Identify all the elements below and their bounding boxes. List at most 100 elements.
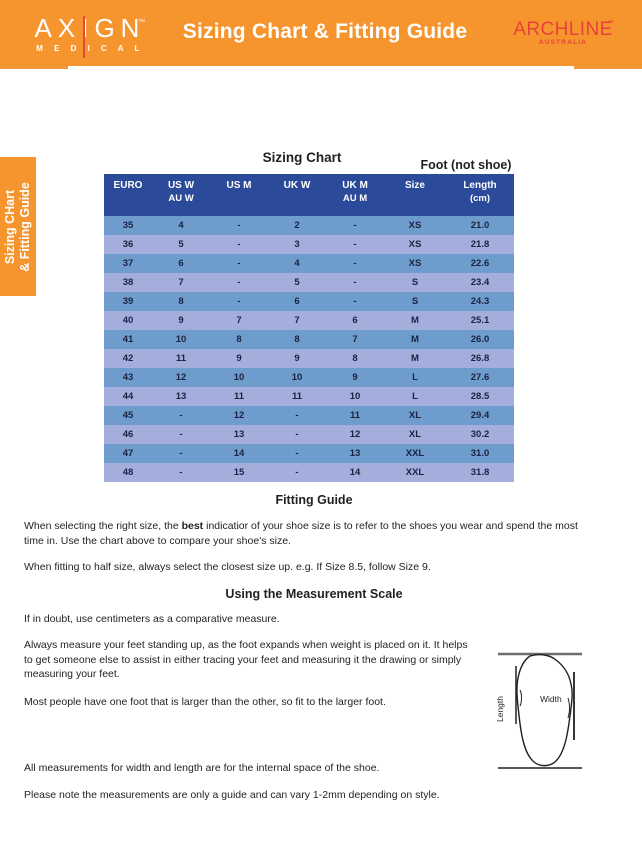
table-row: 45-12-11 XL 29.4 [104, 406, 514, 425]
table-cell: XL [384, 425, 446, 444]
header-label: US M [226, 180, 252, 191]
table-cell: XL [384, 406, 446, 425]
table-cell: XS [384, 235, 446, 254]
table-cell: 48 [104, 463, 152, 482]
sizing-chart-caption: Sizing Chart [262, 150, 342, 165]
table-cell: 14 [210, 444, 268, 463]
table-cell: 25.1 [446, 311, 514, 330]
table-cell: - [210, 292, 268, 311]
table-cell: - [210, 235, 268, 254]
table-cell: 7 [268, 311, 326, 330]
table-cell: 8 [268, 330, 326, 349]
table-cell: 23.4 [446, 273, 514, 292]
table-cell: 5 [268, 273, 326, 292]
axign-wordmark: AXIGN [34, 13, 146, 43]
table-cell: XS [384, 254, 446, 273]
sizing-chart-table: EURO US W AU W US M UK W UK M AU M Size Length (c… [104, 174, 514, 482]
table-cell: 35 [104, 216, 152, 235]
header-sublabel: AU M [342, 193, 368, 204]
table-cell: S [384, 273, 446, 292]
table-cell: 40 [104, 311, 152, 330]
table-cell: - [268, 406, 326, 425]
table-cell: 42 [104, 349, 152, 368]
axign-red-bar-icon [83, 16, 85, 58]
table-cell: XXL [384, 444, 446, 463]
side-tab-label: Sizing CHart & Fitting Guide [3, 157, 33, 296]
table-cell: 46 [104, 425, 152, 444]
table-cell: 9 [152, 311, 210, 330]
table-cell: 29.4 [446, 406, 514, 425]
table-cell: - [152, 444, 210, 463]
table-cell: 14 [326, 463, 384, 482]
table-cell: 6 [152, 254, 210, 273]
table-cell: L [384, 368, 446, 387]
table-cell: 7 [326, 330, 384, 349]
table-cell: 12 [326, 425, 384, 444]
table-cell: 30.2 [446, 425, 514, 444]
table-cell: XS [384, 216, 446, 235]
table-cell: 44 [104, 387, 152, 406]
table-cell: 45 [104, 406, 152, 425]
measurement-paragraph-5: Please note the measurements are only a … [24, 789, 440, 801]
foot-length-label: Length [495, 696, 505, 722]
header-label: US W [167, 180, 195, 191]
table-cell: 15 [210, 463, 268, 482]
side-tab-line-1: Sizing CHart [3, 189, 17, 264]
fitting-text-before: When selecting the right size, the [24, 520, 182, 532]
table-cell: - [210, 254, 268, 273]
table-cell: 8 [210, 330, 268, 349]
table-cell: 13 [152, 387, 210, 406]
table-cell: S [384, 292, 446, 311]
header-sublabel: (cm) [469, 193, 491, 204]
table-cell: 13 [210, 425, 268, 444]
table-cell: 13 [326, 444, 384, 463]
table-cell: - [152, 425, 210, 444]
foot-measurement-diagram: Width Length [494, 646, 634, 776]
header-label: Length [463, 180, 497, 191]
table-row: 42 11 9 9 8 M 26.8 [104, 349, 514, 368]
table-cell: 26.0 [446, 330, 514, 349]
table-cell: XXL [384, 463, 446, 482]
table-header-cell-length: Length (cm) [446, 174, 514, 216]
table-cell: 36 [104, 235, 152, 254]
table-row: 39 8-6- S 24.3 [104, 292, 514, 311]
table-row: 44 13 11 11 10 L 28.5 [104, 387, 514, 406]
fitting-guide-title: Fitting Guide [275, 493, 353, 507]
fitting-guide-paragraph-1: When selecting the right size, the best … [24, 519, 594, 548]
table-cell: L [384, 387, 446, 406]
side-tab-line-2: & Fitting Guide [18, 181, 32, 272]
table-cell: 31.0 [446, 444, 514, 463]
table-cell: - [326, 292, 384, 311]
axign-tagline: M E D I C A L [36, 44, 144, 53]
table-row: 36 5-3- XS 21.8 [104, 235, 514, 254]
table-header-cell-euro: EURO [104, 174, 152, 216]
table-row: 40 9 7 7 6 M 25.1 [104, 311, 514, 330]
table-cell: 6 [326, 311, 384, 330]
table-cell: 38 [104, 273, 152, 292]
table-cell: 9 [210, 349, 268, 368]
table-cell: 9 [268, 349, 326, 368]
table-row: 43 12 10 10 9 L 27.6 [104, 368, 514, 387]
measurement-paragraph-1: If in doubt, use centimeters as a compar… [24, 613, 280, 625]
table-cell: 43 [104, 368, 152, 387]
table-cell: 26.8 [446, 349, 514, 368]
table-cell: 3 [268, 235, 326, 254]
table-cell: 2 [268, 216, 326, 235]
fitting-guide-paragraph-2: When fitting to half size, always select… [24, 561, 431, 573]
table-cell: 27.6 [446, 368, 514, 387]
table-header-cell-uk-w: UK W [268, 174, 326, 216]
axign-logo: AXIGN ™ M E D I C A L [30, 14, 150, 58]
table-cell: - [326, 273, 384, 292]
table-cell: 28.5 [446, 387, 514, 406]
table-cell: M [384, 311, 446, 330]
table-header-cell-us-w: US W AU W [152, 174, 210, 216]
archline-trademark-icon: ™ [608, 20, 614, 26]
table-cell: 5 [152, 235, 210, 254]
table-row: 37 6-4- XS 22.6 [104, 254, 514, 273]
table-cell: 11 [210, 387, 268, 406]
header-label: Size [404, 180, 425, 191]
table-cell: 31.8 [446, 463, 514, 482]
table-body: 35 4-2- XS 21.0 36 5-3- XS 21.8 37 6-4- XS 22.6 38 7-… [104, 216, 514, 482]
table-cell: 10 [326, 387, 384, 406]
table-cell: 9 [326, 368, 384, 387]
